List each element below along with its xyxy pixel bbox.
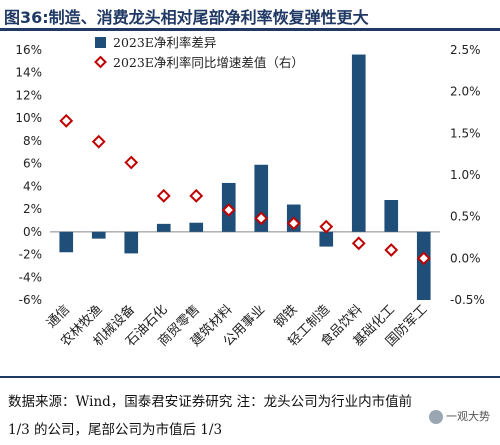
watermark-icon bbox=[429, 410, 443, 424]
y-left-tick-label: 10% bbox=[15, 111, 42, 125]
bar bbox=[384, 200, 399, 232]
x-tick-label: 钢铁 bbox=[272, 302, 301, 331]
marker-point bbox=[59, 113, 74, 128]
y-right-tick-label: 1.5% bbox=[450, 126, 481, 140]
y-left-tick-label: 4% bbox=[23, 179, 42, 193]
chart-title: 图36:制造、消费龙头相对尾部净利率恢复弹性更大 bbox=[4, 8, 369, 27]
y-left-tick-label: 8% bbox=[23, 134, 42, 148]
marker-point bbox=[91, 134, 106, 149]
marker-point bbox=[124, 155, 139, 170]
bar bbox=[124, 231, 139, 254]
bar bbox=[59, 231, 74, 253]
marker-point bbox=[189, 188, 204, 203]
marker-point bbox=[286, 216, 301, 231]
bar bbox=[189, 222, 204, 232]
marker-point bbox=[254, 211, 269, 226]
y-left-tick-label: 16% bbox=[15, 43, 42, 57]
legend-label-marker: 2023E净利率同比增速差值（右） bbox=[113, 55, 304, 70]
footer: 数据来源：Wind，国泰君安证券研究 注：龙头公司为行业内市值前 1/3 的公司… bbox=[0, 376, 500, 445]
bar bbox=[416, 231, 431, 300]
y-left-tick-label: 14% bbox=[15, 66, 42, 80]
marker-point bbox=[384, 243, 399, 257]
marker-point bbox=[319, 219, 334, 234]
chart: -6% -4% -2% 0% 2% 4% 6% 8% 10% 12% 14% 16% -0.5% 0.0%… bbox=[15, 35, 485, 350]
y-left-tick-label: 2% bbox=[23, 202, 42, 216]
marker-point bbox=[156, 188, 171, 203]
y-left-tick-label: -6% bbox=[19, 293, 42, 307]
x-tick-label: 通信 bbox=[44, 302, 73, 331]
y-left-tick-label: 6% bbox=[23, 157, 42, 171]
y-right-tick-label: 0.5% bbox=[450, 210, 481, 224]
bar bbox=[351, 54, 366, 232]
legend-label-bar: 2023E净利率差异 bbox=[113, 35, 216, 50]
y-left-tick-label: -2% bbox=[19, 248, 42, 262]
legend-swatch-marker bbox=[94, 55, 107, 69]
watermark-text: 一观大势 bbox=[446, 410, 490, 423]
source-note: 数据来源：Wind，国泰君安证券研究 注：龙头公司为行业内市值前 1/3 的公司… bbox=[8, 394, 413, 438]
y-left-tick-label: 0% bbox=[23, 225, 42, 239]
y-right-tick-label: 1.0% bbox=[450, 168, 481, 182]
marker-point bbox=[416, 251, 431, 266]
y-left-tick-label: 12% bbox=[15, 88, 42, 102]
y-right-tick-label: 2.0% bbox=[450, 85, 481, 99]
y-right-tick-label: 0.0% bbox=[450, 251, 481, 265]
y-left-tick-label: -4% bbox=[19, 270, 42, 284]
marker-point bbox=[221, 203, 236, 217]
marker-point bbox=[351, 236, 366, 251]
watermark: 一观大势 bbox=[429, 408, 490, 424]
bar bbox=[319, 231, 334, 247]
bar bbox=[156, 223, 171, 232]
y-right-tick-label: 2.5% bbox=[450, 43, 481, 57]
bar bbox=[91, 231, 106, 239]
legend-swatch-bar bbox=[95, 37, 106, 48]
y-right-tick-label: -0.5% bbox=[450, 293, 485, 307]
title-bar: 图36:制造、消费龙头相对尾部净利率恢复弹性更大 bbox=[0, 0, 500, 31]
